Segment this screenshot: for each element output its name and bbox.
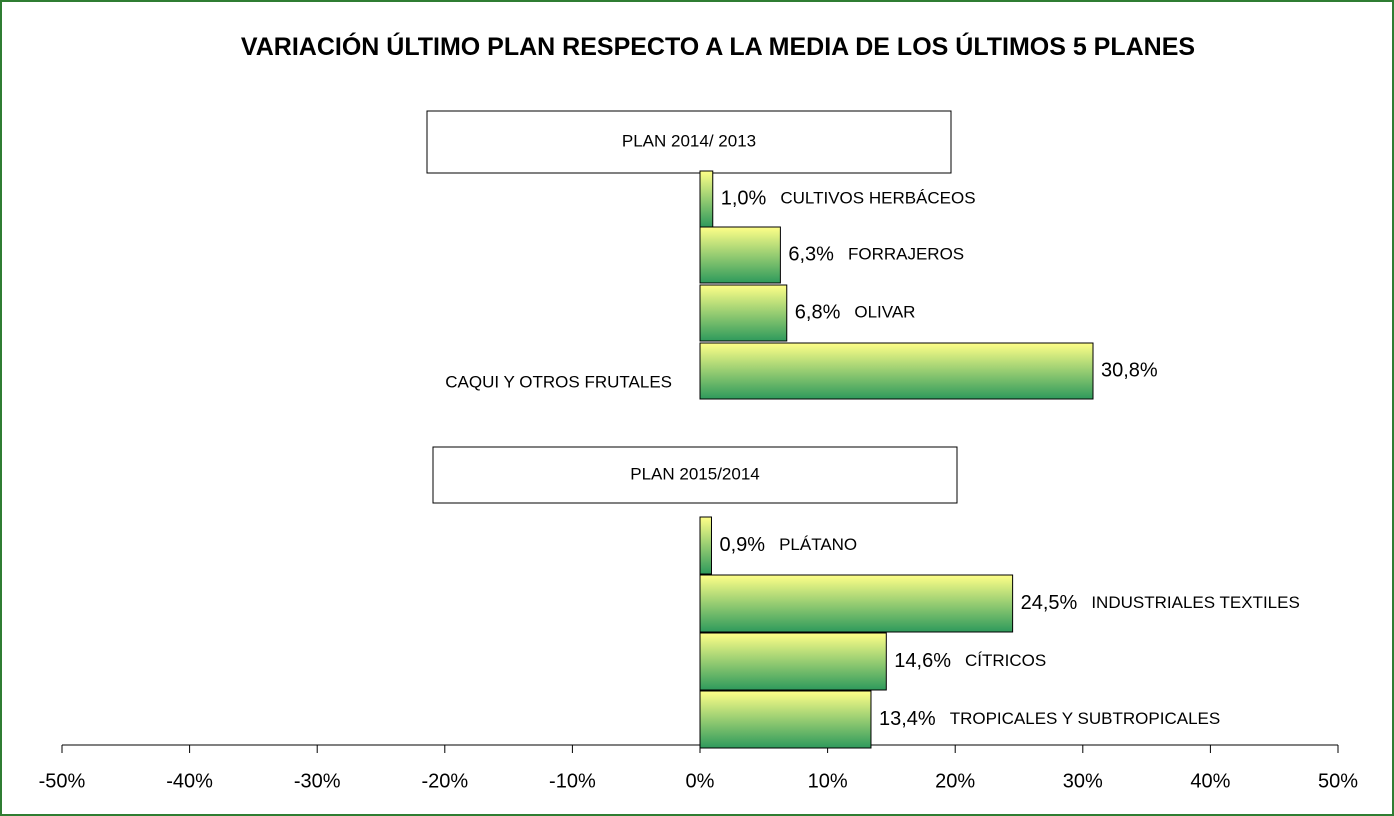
category-label: PLÁTANO (779, 535, 857, 554)
x-tick-label: -40% (166, 770, 213, 792)
x-tick-label: 40% (1190, 770, 1230, 792)
x-tick-label: -50% (39, 770, 86, 792)
category-label: FORRAJEROS (848, 244, 964, 263)
x-tick-label: 20% (935, 770, 975, 792)
category-label: CÍTRICOS (965, 651, 1046, 670)
bar (699, 342, 1094, 400)
bar (699, 632, 887, 691)
x-tick-label: 50% (1318, 770, 1358, 792)
group-box (426, 110, 952, 174)
category-label: OLIVAR (854, 302, 915, 321)
value-label: 14,6% (894, 650, 951, 672)
value-label: 24,5% (1021, 592, 1078, 614)
value-label: 6,3% (788, 243, 834, 265)
value-label: 6,8% (795, 301, 841, 323)
group-box (432, 446, 958, 504)
category-label: CULTIVOS HERBÁCEOS (780, 188, 975, 207)
x-tick-label: -20% (421, 770, 468, 792)
category-label: TROPICALES Y SUBTROPICALES (950, 709, 1221, 728)
bar (699, 284, 788, 342)
value-label: 0,9% (719, 534, 765, 556)
x-tick-label: -10% (549, 770, 596, 792)
x-tick-label: 30% (1063, 770, 1103, 792)
value-label: 13,4% (879, 708, 936, 730)
x-tick-label: -30% (294, 770, 341, 792)
x-tick-label: 10% (808, 770, 848, 792)
x-tick-label: 0% (686, 770, 715, 792)
category-label: CAQUI Y OTROS FRUTALES (445, 372, 672, 391)
bar (699, 170, 714, 228)
bar (699, 690, 872, 749)
bar (699, 574, 1014, 633)
bar (699, 516, 712, 575)
group-name: PLAN 2014/ 2013 (622, 131, 756, 150)
value-label: 1,0% (721, 187, 767, 209)
category-label: INDUSTRIALES TEXTILES (1091, 593, 1299, 612)
value-label: 30,8% (1101, 359, 1158, 381)
bar (699, 226, 781, 284)
chart-title: VARIACIÓN ÚLTIMO PLAN RESPECTO A LA MEDI… (240, 33, 1196, 61)
group-name: PLAN 2015/2014 (630, 464, 760, 483)
